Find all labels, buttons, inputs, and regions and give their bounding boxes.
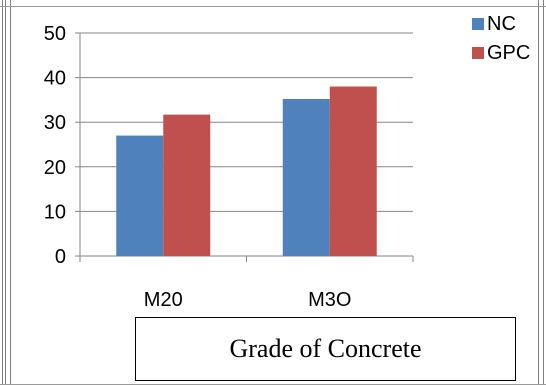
frame-left-line-2 — [5, 0, 6, 385]
axis-labels: 0 10 20 30 40 50 M20 M3O — [44, 23, 352, 311]
legend-label-gpc: GPC — [487, 42, 530, 64]
y-tick-label: 0 — [55, 246, 66, 268]
x-axis-title-box: Grade of Concrete — [135, 317, 516, 381]
bar-nc-m3o — [282, 99, 330, 257]
legend-swatch-gpc — [472, 47, 484, 59]
x-tick-label: M3O — [308, 289, 351, 311]
bar-nc-m20 — [116, 135, 164, 256]
frame-right-line-2 — [543, 0, 544, 385]
frame-right-line-1 — [538, 0, 539, 385]
y-tick-label: 20 — [44, 157, 66, 179]
x-tick-label: M20 — [144, 289, 183, 311]
bars — [116, 86, 377, 257]
legend-label-nc: NC — [487, 13, 516, 35]
frame-left-line-1 — [2, 0, 3, 385]
bar-gpc-m3o — [329, 86, 377, 257]
y-tick-label: 50 — [44, 23, 66, 45]
y-tick-label: 30 — [44, 112, 66, 134]
legend-swatch-nc — [472, 18, 484, 30]
frame-left-line-3 — [10, 0, 11, 385]
bar-gpc-m20 — [163, 114, 211, 256]
y-tick-label: 40 — [44, 68, 66, 90]
x-axis-title: Grade of Concrete — [229, 334, 422, 363]
y-tick-label: 10 — [44, 201, 66, 223]
legend: NC GPC — [472, 13, 530, 64]
frame-top-rule — [0, 6, 546, 7]
